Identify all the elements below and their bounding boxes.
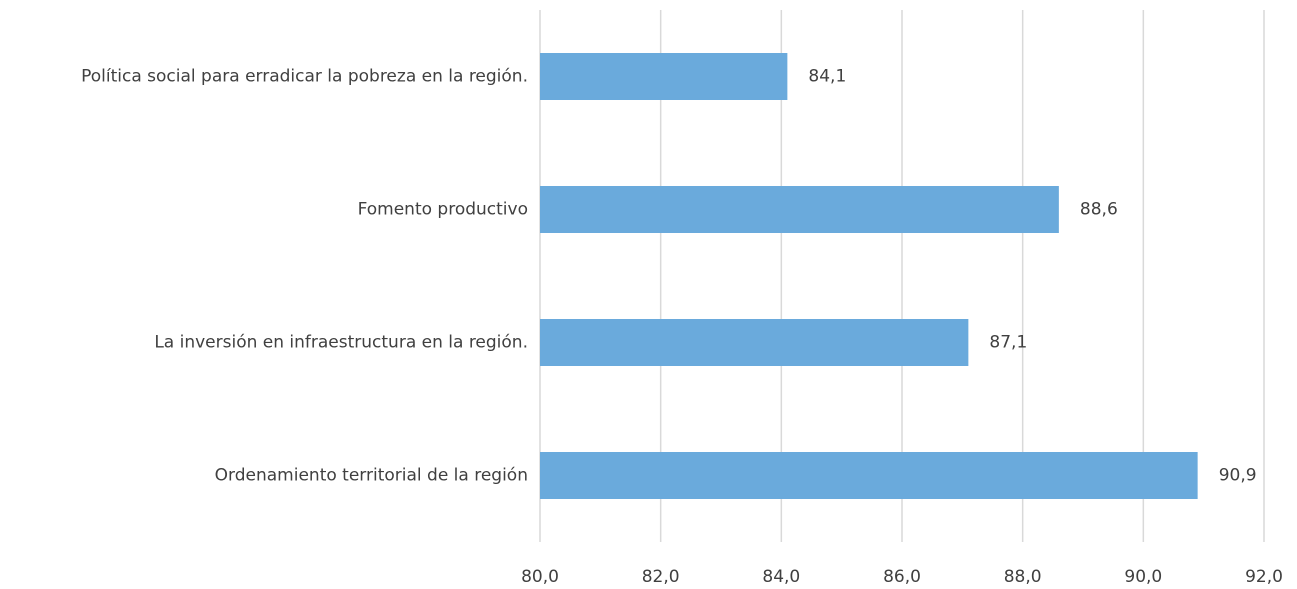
x-tick-label: 82,0: [642, 567, 680, 587]
y-tick-label: La inversión en infraestructura en la re…: [154, 333, 528, 353]
value-label: 87,1: [989, 333, 1027, 353]
x-tick-label: 92,0: [1245, 567, 1283, 587]
value-label: 88,6: [1080, 200, 1118, 220]
value-label: 84,1: [808, 67, 846, 87]
y-tick-label: Política social para erradicar la pobrez…: [81, 67, 528, 87]
bar: [540, 319, 969, 366]
x-tick-label: 84,0: [762, 567, 800, 587]
value-label: 90,9: [1219, 466, 1257, 486]
bar: [540, 186, 1059, 233]
x-tick-label: 86,0: [883, 567, 921, 587]
x-tick-label: 90,0: [1124, 567, 1162, 587]
x-tick-label: 80,0: [521, 567, 559, 587]
x-tick-label: 88,0: [1004, 567, 1042, 587]
bar: [540, 452, 1198, 499]
bar: [540, 53, 788, 100]
y-tick-label: Fomento productivo: [358, 200, 528, 220]
y-tick-label: Ordenamiento territorial de la región: [215, 466, 528, 486]
